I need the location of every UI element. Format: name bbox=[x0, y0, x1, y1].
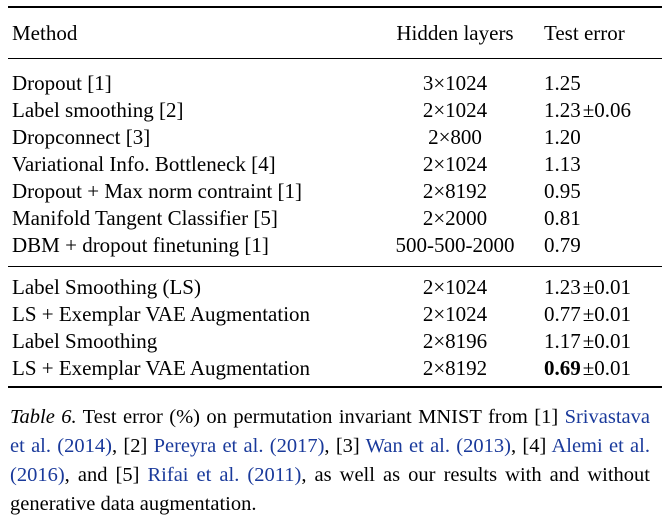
method-cell: LS + Exemplar VAE Augmentation bbox=[12, 302, 311, 326]
method-cell: Dropconnect [3] bbox=[12, 125, 151, 149]
layers-cell: 2×800 bbox=[428, 125, 482, 149]
header-method: Method bbox=[8, 6, 382, 59]
caption-text: , as well as our results with and withou… bbox=[10, 464, 650, 515]
error-value: 1.23 bbox=[544, 275, 581, 299]
method-cell: Label smoothing [2] bbox=[12, 98, 184, 122]
results-table: Method Hidden layers Test error Dropout … bbox=[8, 6, 662, 388]
error-value: 0.77 bbox=[544, 302, 581, 326]
layers-cell: 2×1024 bbox=[422, 302, 488, 326]
table-row: Label Smoothing 2×8196 1.17±0.01 bbox=[8, 328, 662, 355]
caption-text: , [3] bbox=[324, 435, 366, 457]
method-cell: Dropout [1] bbox=[12, 71, 112, 95]
table-figure: Method Hidden layers Test error Dropout … bbox=[8, 6, 662, 519]
error-value: 1.25 bbox=[544, 71, 581, 95]
error-value: 1.17 bbox=[544, 329, 581, 353]
caption-text: , [4] bbox=[510, 435, 552, 457]
table-row: Dropout + Max norm contraint [1] 2×8192 … bbox=[8, 178, 662, 205]
citation-link[interactable]: Pereyra et al. (2017) bbox=[153, 435, 325, 457]
citation-link[interactable]: Wan et al. (2013) bbox=[365, 435, 511, 457]
table-row: LS + Exemplar VAE Augmentation 2×1024 0.… bbox=[8, 301, 662, 328]
error-std: ±0.06 bbox=[582, 98, 632, 122]
table-header-row: Method Hidden layers Test error bbox=[8, 6, 662, 59]
error-cell: 1.25 bbox=[528, 59, 662, 98]
error-value: 1.13 bbox=[544, 152, 581, 176]
layers-cell: 2×1024 bbox=[422, 98, 488, 122]
table-row: Label smoothing [2] 2×1024 1.23±0.06 bbox=[8, 97, 662, 124]
error-std: ±0.01 bbox=[582, 302, 632, 326]
error-cell: 1.23±0.06 bbox=[528, 97, 662, 124]
error-value: 1.23 bbox=[544, 98, 581, 122]
citation-link[interactable]: Alemi et al. (2016) bbox=[10, 435, 650, 486]
caption-text: , and [5] bbox=[64, 464, 148, 486]
citation-link[interactable]: Rifai et al. (2011) bbox=[147, 464, 302, 486]
method-cell: Manifold Tangent Classifier [5] bbox=[12, 206, 278, 230]
header-test-error: Test error bbox=[528, 6, 662, 59]
layers-cell: 500-500-2000 bbox=[395, 233, 515, 257]
method-cell: DBM + dropout finetuning [1] bbox=[12, 233, 269, 257]
error-cell: 0.95 bbox=[528, 178, 662, 205]
table-row: Label Smoothing (LS) 2×1024 1.23±0.01 bbox=[8, 266, 662, 301]
table-row: Variational Info. Bottleneck [4] 2×1024 … bbox=[8, 151, 662, 178]
error-value: 0.79 bbox=[544, 233, 581, 257]
caption-text: , [2] bbox=[111, 435, 154, 457]
method-cell: LS + Exemplar VAE Augmentation bbox=[8, 355, 382, 388]
table-caption: Table 6. Test error (%) on permutation i… bbox=[8, 403, 650, 519]
layers-cell: 2×2000 bbox=[422, 206, 488, 230]
citation-link[interactable]: Srivastava et al. (2014) bbox=[10, 406, 650, 457]
error-value: 1.20 bbox=[544, 125, 581, 149]
error-cell: 1.13 bbox=[528, 151, 662, 178]
layers-cell: 2×8196 bbox=[422, 329, 488, 353]
layers-cell: 2×1024 bbox=[382, 266, 528, 301]
table-row: Manifold Tangent Classifier [5] 2×2000 0… bbox=[8, 205, 662, 232]
table-row: Dropconnect [3] 2×800 1.20 bbox=[8, 124, 662, 151]
method-cell: Dropout + Max norm contraint [1] bbox=[12, 179, 303, 203]
error-cell: 0.81 bbox=[528, 205, 662, 232]
table-row: Dropout [1] 3×1024 1.25 bbox=[8, 59, 662, 98]
best-error-value: 0.69 bbox=[544, 356, 581, 380]
error-std: ±0.01 bbox=[582, 356, 632, 380]
error-std: ±0.01 bbox=[582, 275, 632, 299]
method-cell: Label Smoothing (LS) bbox=[8, 266, 382, 301]
table-row: LS + Exemplar VAE Augmentation 2×8192 0.… bbox=[8, 355, 662, 388]
error-cell: 0.79 bbox=[528, 232, 662, 267]
error-cell: 1.17±0.01 bbox=[528, 328, 662, 355]
header-hidden-layers: Hidden layers bbox=[382, 6, 528, 59]
error-value: 0.95 bbox=[544, 179, 581, 203]
method-cell: Variational Info. Bottleneck [4] bbox=[12, 152, 276, 176]
method-cell: Label Smoothing bbox=[12, 329, 158, 353]
layers-cell: 2×8192 bbox=[382, 355, 528, 388]
error-std: ±0.01 bbox=[582, 329, 632, 353]
layers-cell: 3×1024 bbox=[422, 71, 488, 95]
caption-text: Test error (%) on permutation invariant … bbox=[76, 406, 565, 428]
error-cell: 1.23±0.01 bbox=[528, 266, 662, 301]
error-cell: 0.69±0.01 bbox=[528, 355, 662, 388]
error-cell: 0.77±0.01 bbox=[528, 301, 662, 328]
caption-label: Table 6. bbox=[10, 406, 77, 428]
error-value: 0.81 bbox=[544, 206, 581, 230]
layers-cell: 2×8192 bbox=[422, 179, 488, 203]
error-cell: 1.20 bbox=[528, 124, 662, 151]
table-row: DBM + dropout finetuning [1] 500-500-200… bbox=[8, 232, 662, 267]
layers-cell: 2×1024 bbox=[422, 152, 488, 176]
